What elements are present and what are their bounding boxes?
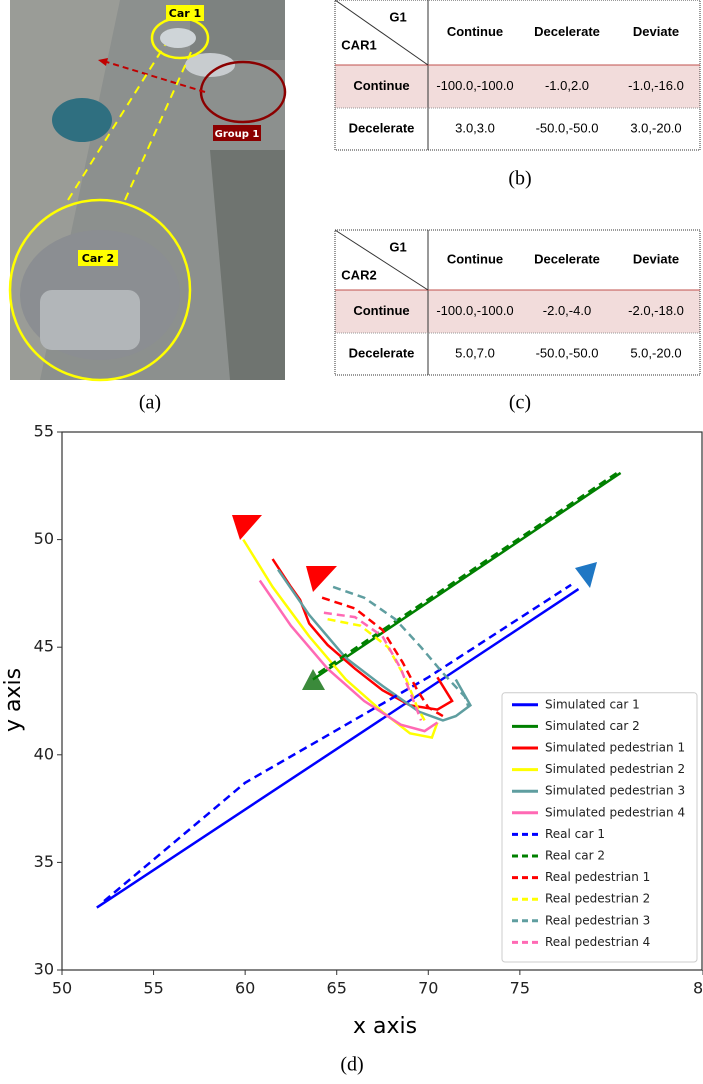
corner-label: G1 xyxy=(389,9,406,24)
series-line xyxy=(321,596,444,718)
legend-label: Simulated car 1 xyxy=(545,697,640,711)
series-line xyxy=(312,471,622,681)
table-cell: -2.0,-4.0 xyxy=(543,303,591,318)
column-header: Continue xyxy=(447,251,503,266)
tables: G1 CAR1 Continue Decelerate Deviate Continue -… xyxy=(334,0,701,414)
y-tick-label: 50 xyxy=(34,529,54,548)
table-cell: -1.0,-16.0 xyxy=(628,78,684,93)
photo-label: Group 1 xyxy=(215,129,260,140)
column-header: Continue xyxy=(447,24,503,39)
y-axis-label: y axis xyxy=(1,668,26,732)
table-cell: -2.0,-18.0 xyxy=(628,303,684,318)
table-border xyxy=(334,0,701,151)
series-line xyxy=(323,611,423,721)
series-line xyxy=(317,471,618,675)
table-cell: 5.0,7.0 xyxy=(455,345,495,360)
caption: (a) xyxy=(139,392,161,414)
line-chart: 50 55 60 65 70 75 8 30 35 40 45 50 55 Simulated car 1… xyxy=(34,422,703,998)
x-tick-label: 70 xyxy=(418,979,438,998)
table-cell: 5.0,-20.0 xyxy=(630,345,681,360)
marker xyxy=(232,515,262,540)
series-line xyxy=(242,538,439,740)
y-tick-label: 30 xyxy=(34,960,54,979)
column-header: Decelerate xyxy=(534,24,600,39)
photo: Car 1 Group 1 Car 2 xyxy=(8,0,287,382)
column-header: Deviate xyxy=(633,251,679,266)
y-tick-label: 35 xyxy=(34,852,54,871)
table-cell: -50.0,-50.0 xyxy=(536,345,599,360)
row-header: Continue xyxy=(353,303,409,318)
table-cell: -1.0,2.0 xyxy=(545,78,589,93)
y-tick-label: 40 xyxy=(34,744,54,763)
corner-label: G1 xyxy=(389,239,406,254)
legend-label: Real car 2 xyxy=(545,849,605,863)
series-line xyxy=(277,568,473,722)
column-header: Decelerate xyxy=(534,251,600,266)
x-tick-label: 55 xyxy=(143,979,163,998)
table-cell: -50.0,-50.0 xyxy=(536,120,599,135)
row-header: Decelerate xyxy=(349,345,415,360)
legend-label: Simulated pedestrian 3 xyxy=(545,784,685,798)
table-cell: -100.0,-100.0 xyxy=(436,78,513,93)
table-cell: 3.0,-20.0 xyxy=(630,120,681,135)
x-tick-label: 65 xyxy=(327,979,347,998)
table-cell: -100.0,-100.0 xyxy=(436,303,513,318)
caption: (d) xyxy=(340,1054,363,1076)
series-line xyxy=(258,579,439,733)
table-cell: 3.0,3.0 xyxy=(455,120,495,135)
x-tick-label: 8 xyxy=(693,979,703,998)
legend-label: Real car 1 xyxy=(545,827,605,841)
series-line xyxy=(103,583,572,903)
x-tick-label: 50 xyxy=(52,979,72,998)
legend-label: Real pedestrian 1 xyxy=(545,870,650,884)
legend-label: Real pedestrian 3 xyxy=(545,913,650,927)
legend-label: Simulated pedestrian 4 xyxy=(545,805,685,819)
corner-label: CAR1 xyxy=(341,37,376,52)
legend-label: Simulated pedestrian 2 xyxy=(545,762,685,776)
diagonal xyxy=(334,229,429,291)
series-line xyxy=(96,588,580,909)
caption: (b) xyxy=(508,168,531,190)
photo-label: Car 2 xyxy=(82,252,114,265)
legend-box xyxy=(501,692,698,963)
highlight-row xyxy=(335,65,700,108)
marker xyxy=(575,562,597,588)
plot-frame xyxy=(61,431,703,971)
x-tick-label: 75 xyxy=(510,979,530,998)
series-line xyxy=(332,585,470,708)
table-border xyxy=(334,229,701,376)
legend-label: Simulated pedestrian 1 xyxy=(545,741,685,755)
x-tick-label: 60 xyxy=(235,979,255,998)
corner-label: CAR2 xyxy=(341,267,376,282)
y-tick-label: 45 xyxy=(34,637,54,656)
row-header: Decelerate xyxy=(349,120,415,135)
x-axis-label: x axis xyxy=(353,1014,417,1039)
row-header: Continue xyxy=(353,78,409,93)
column-header: Deviate xyxy=(633,24,679,39)
legend-label: Simulated car 2 xyxy=(545,719,640,733)
highlight-row xyxy=(335,290,700,333)
photo-label: Car 1 xyxy=(169,7,201,20)
caption: (c) xyxy=(509,392,531,414)
series-line xyxy=(327,617,426,722)
y-tick-label: 55 xyxy=(34,422,54,441)
legend-label: Real pedestrian 2 xyxy=(545,892,650,906)
legend-label: Real pedestrian 4 xyxy=(545,935,650,949)
marker xyxy=(306,566,337,592)
diagonal xyxy=(334,0,429,66)
